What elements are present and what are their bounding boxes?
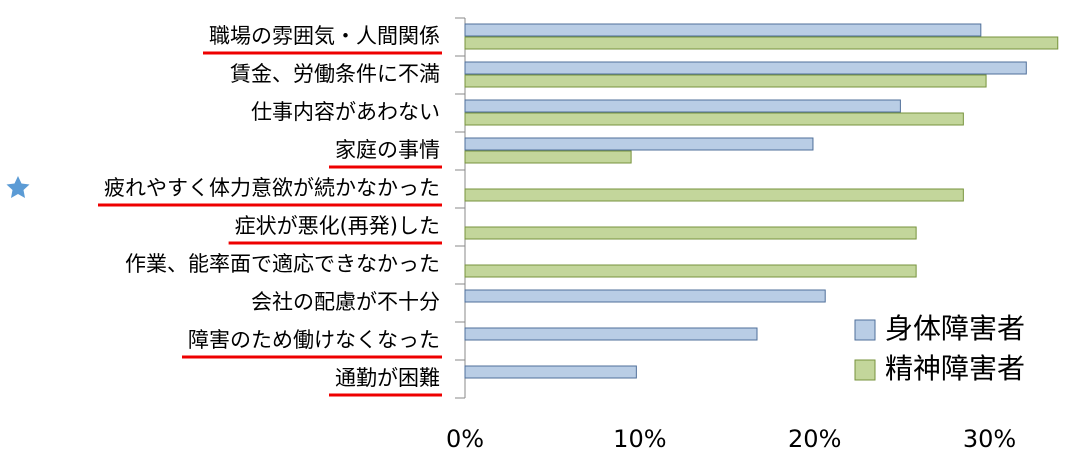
bar — [464, 137, 814, 151]
y-tick-label: 通勤が困難 — [335, 366, 440, 390]
bar — [464, 264, 917, 278]
bar — [464, 226, 917, 240]
y-tick-label: 症状が悪化(再発)した — [235, 214, 440, 238]
legend-label: 身体障害者 — [885, 312, 1025, 345]
y-tick-label: 作業、能率面で適応できなかった — [125, 252, 440, 276]
bar — [464, 188, 964, 202]
bar — [464, 99, 901, 113]
bar — [464, 365, 637, 379]
legend-swatch — [854, 359, 876, 381]
y-tick-label: 家庭の事情 — [335, 138, 440, 162]
legend-label: 精神障害者 — [885, 352, 1025, 385]
y-tick-label: 賃金、労働条件に不満 — [230, 62, 440, 86]
bar — [464, 61, 1027, 75]
x-tick-label: 0% — [446, 425, 484, 453]
x-tick-label: 20% — [788, 425, 841, 453]
bar — [464, 112, 964, 126]
legend-swatch — [854, 319, 876, 341]
y-tick-label: 職場の雰囲気・人間関係 — [209, 24, 440, 48]
bar — [464, 74, 987, 88]
y-tick-label: 障害のため働けなくなった — [188, 328, 440, 352]
y-tick-label: 会社の配慮が不十分 — [251, 290, 440, 314]
y-tick-label: 仕事内容があわない — [251, 100, 440, 124]
bar — [464, 327, 758, 341]
bar — [464, 23, 982, 37]
x-tick-label: 30% — [963, 425, 1016, 453]
x-tick-label: 10% — [613, 425, 666, 453]
bar — [464, 289, 826, 303]
bar — [464, 150, 632, 164]
bar — [464, 36, 1059, 50]
y-tick-label: 疲れやすく体力意欲が続かなかった — [104, 176, 440, 200]
star-icon — [6, 176, 30, 198]
